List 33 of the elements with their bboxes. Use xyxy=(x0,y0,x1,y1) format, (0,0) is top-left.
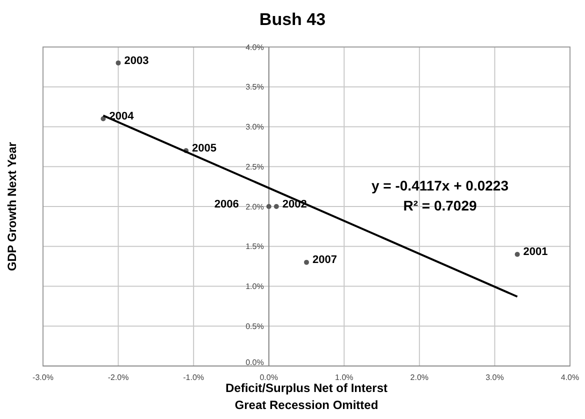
annotation: 2004 xyxy=(109,110,135,123)
y-tick-label: 3.5% xyxy=(246,82,264,92)
point xyxy=(116,60,121,66)
y-tick-label: 4.0% xyxy=(246,42,264,52)
x-tick-label: 4.0% xyxy=(560,373,580,382)
annotation: 2006 xyxy=(214,198,239,210)
y-tick-label: 2.0% xyxy=(246,202,264,212)
annotation: 2001 xyxy=(523,246,548,258)
y-tick-label: 1.0% xyxy=(246,282,264,292)
point xyxy=(274,204,279,209)
y-tick-label: 0.0% xyxy=(246,358,264,367)
y-tick-label: 2.5% xyxy=(246,162,264,172)
x-tick-label: 3.0% xyxy=(486,373,504,382)
annotation: R² = 0.7029 xyxy=(403,198,477,214)
annotation: y = -0.4117x + 0.0223 xyxy=(371,178,509,194)
annotation: 2007 xyxy=(312,254,337,266)
x-axis-title: Deficit/Surplus Net of Interst Great Recession Omitted xyxy=(225,381,388,412)
y-tick-label: 0.5% xyxy=(246,322,264,331)
x-tick-label: 2.0% xyxy=(410,373,429,382)
x-tick-label: 1.0% xyxy=(335,373,354,382)
annotation: 2003 xyxy=(124,54,149,67)
point xyxy=(514,252,520,257)
point xyxy=(304,260,309,265)
y-tick-label: 3.0% xyxy=(246,122,264,132)
y-axis-title: GDP Growth Next Year xyxy=(5,142,19,271)
x-tick-label: -3.0% xyxy=(32,373,54,382)
y-tick-label: 1.5% xyxy=(246,242,264,252)
chart-title: Bush 43 xyxy=(259,10,326,29)
point xyxy=(266,204,272,209)
x-tick-label: 0.0% xyxy=(260,373,278,382)
x-tick-label: -1.0% xyxy=(183,373,204,382)
annotation: 2005 xyxy=(192,142,217,155)
x-tick-label: -2.0% xyxy=(108,373,129,382)
